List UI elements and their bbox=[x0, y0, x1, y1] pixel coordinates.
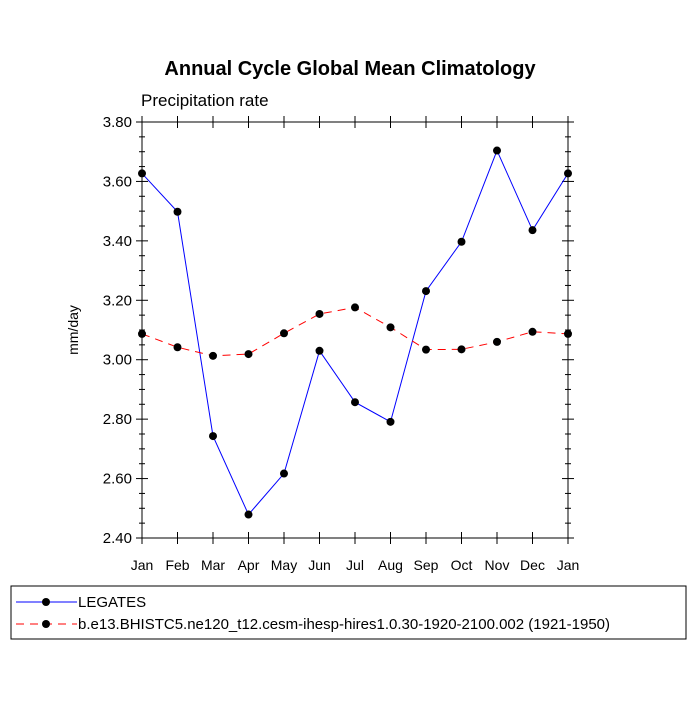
plot-frame bbox=[141, 121, 569, 539]
series-1-point bbox=[280, 329, 288, 338]
legend-marker-model bbox=[42, 620, 50, 628]
plot-border bbox=[141, 121, 569, 539]
x-tick-label: Mar bbox=[201, 557, 225, 573]
y-tick-label: 3.40 bbox=[103, 233, 132, 250]
y-tick-label: 2.60 bbox=[103, 471, 132, 488]
legend-box bbox=[10, 585, 687, 640]
y-tick-label: 3.20 bbox=[103, 292, 132, 309]
series-1-point bbox=[315, 309, 324, 318]
y-axis-label: mm/day bbox=[65, 305, 81, 355]
x-tick-label: Feb bbox=[165, 557, 189, 573]
series-0-point bbox=[209, 432, 217, 441]
tick-labels: 2.40 2.60 2.80 3.00 3.20 3.40 3.60 3.80 Jan Feb Ma… bbox=[103, 114, 579, 573]
series-1-point bbox=[209, 351, 217, 360]
x-tick-label: Aug bbox=[378, 557, 403, 573]
series-1-point bbox=[138, 329, 146, 338]
y-tick-label: 2.40 bbox=[103, 530, 132, 547]
y-tick-label: 3.00 bbox=[103, 352, 132, 369]
legend-marker-legates bbox=[42, 598, 50, 606]
series-0-point bbox=[244, 510, 253, 519]
legend: LEGATES b.e13.BHISTC5.ne120_t12.cesm-ihe… bbox=[10, 585, 687, 640]
series-0-point bbox=[528, 226, 537, 235]
y-tick-label: 3.80 bbox=[103, 114, 132, 131]
series-0-point bbox=[138, 169, 146, 178]
x-tick-label: Jan bbox=[131, 557, 154, 573]
series-0-point bbox=[351, 398, 359, 407]
series-1-point bbox=[386, 323, 395, 332]
x-tick-label: Dec bbox=[520, 557, 545, 573]
series-layer bbox=[138, 146, 572, 519]
series-line-1 bbox=[141, 306, 569, 357]
series-0-point bbox=[315, 346, 324, 355]
series-1-point bbox=[173, 343, 182, 352]
series-1-point bbox=[457, 345, 466, 354]
series-1-point bbox=[351, 303, 359, 312]
series-line-0 bbox=[141, 149, 569, 516]
chart-subtitle: Precipitation rate bbox=[141, 91, 269, 110]
x-tick-label: Nov bbox=[485, 557, 510, 573]
legend-label-legates: LEGATES bbox=[78, 594, 146, 611]
series-0-point bbox=[564, 169, 572, 178]
series-0-point bbox=[280, 469, 288, 478]
x-tick-label: Jul bbox=[346, 557, 364, 573]
series-0-point bbox=[386, 417, 395, 426]
series-0-point bbox=[457, 237, 466, 246]
x-tick-label: Jan bbox=[557, 557, 580, 573]
y-tick-label: 3.60 bbox=[103, 173, 132, 190]
y-tick-label: 2.80 bbox=[103, 411, 132, 428]
x-tick-label: Oct bbox=[451, 557, 473, 573]
x-tick-label: Jun bbox=[308, 557, 331, 573]
x-tick-label: Apr bbox=[238, 557, 260, 573]
series-0-point bbox=[493, 146, 501, 155]
legend-label-model: b.e13.BHISTC5.ne120_t12.cesm-ihesp-hires… bbox=[78, 616, 610, 633]
x-tick-label: May bbox=[271, 557, 297, 573]
series-1-point bbox=[564, 329, 572, 338]
series-0-point bbox=[173, 207, 182, 216]
series-1-point bbox=[493, 337, 501, 346]
axis-ticks bbox=[136, 116, 574, 544]
series-1-point bbox=[422, 345, 430, 354]
series-1-point bbox=[244, 350, 253, 359]
x-tick-label: Sep bbox=[414, 557, 439, 573]
series-1-point bbox=[528, 327, 537, 336]
chart-title: Annual Cycle Global Mean Climatology bbox=[164, 58, 536, 80]
series-0-point bbox=[422, 287, 430, 296]
